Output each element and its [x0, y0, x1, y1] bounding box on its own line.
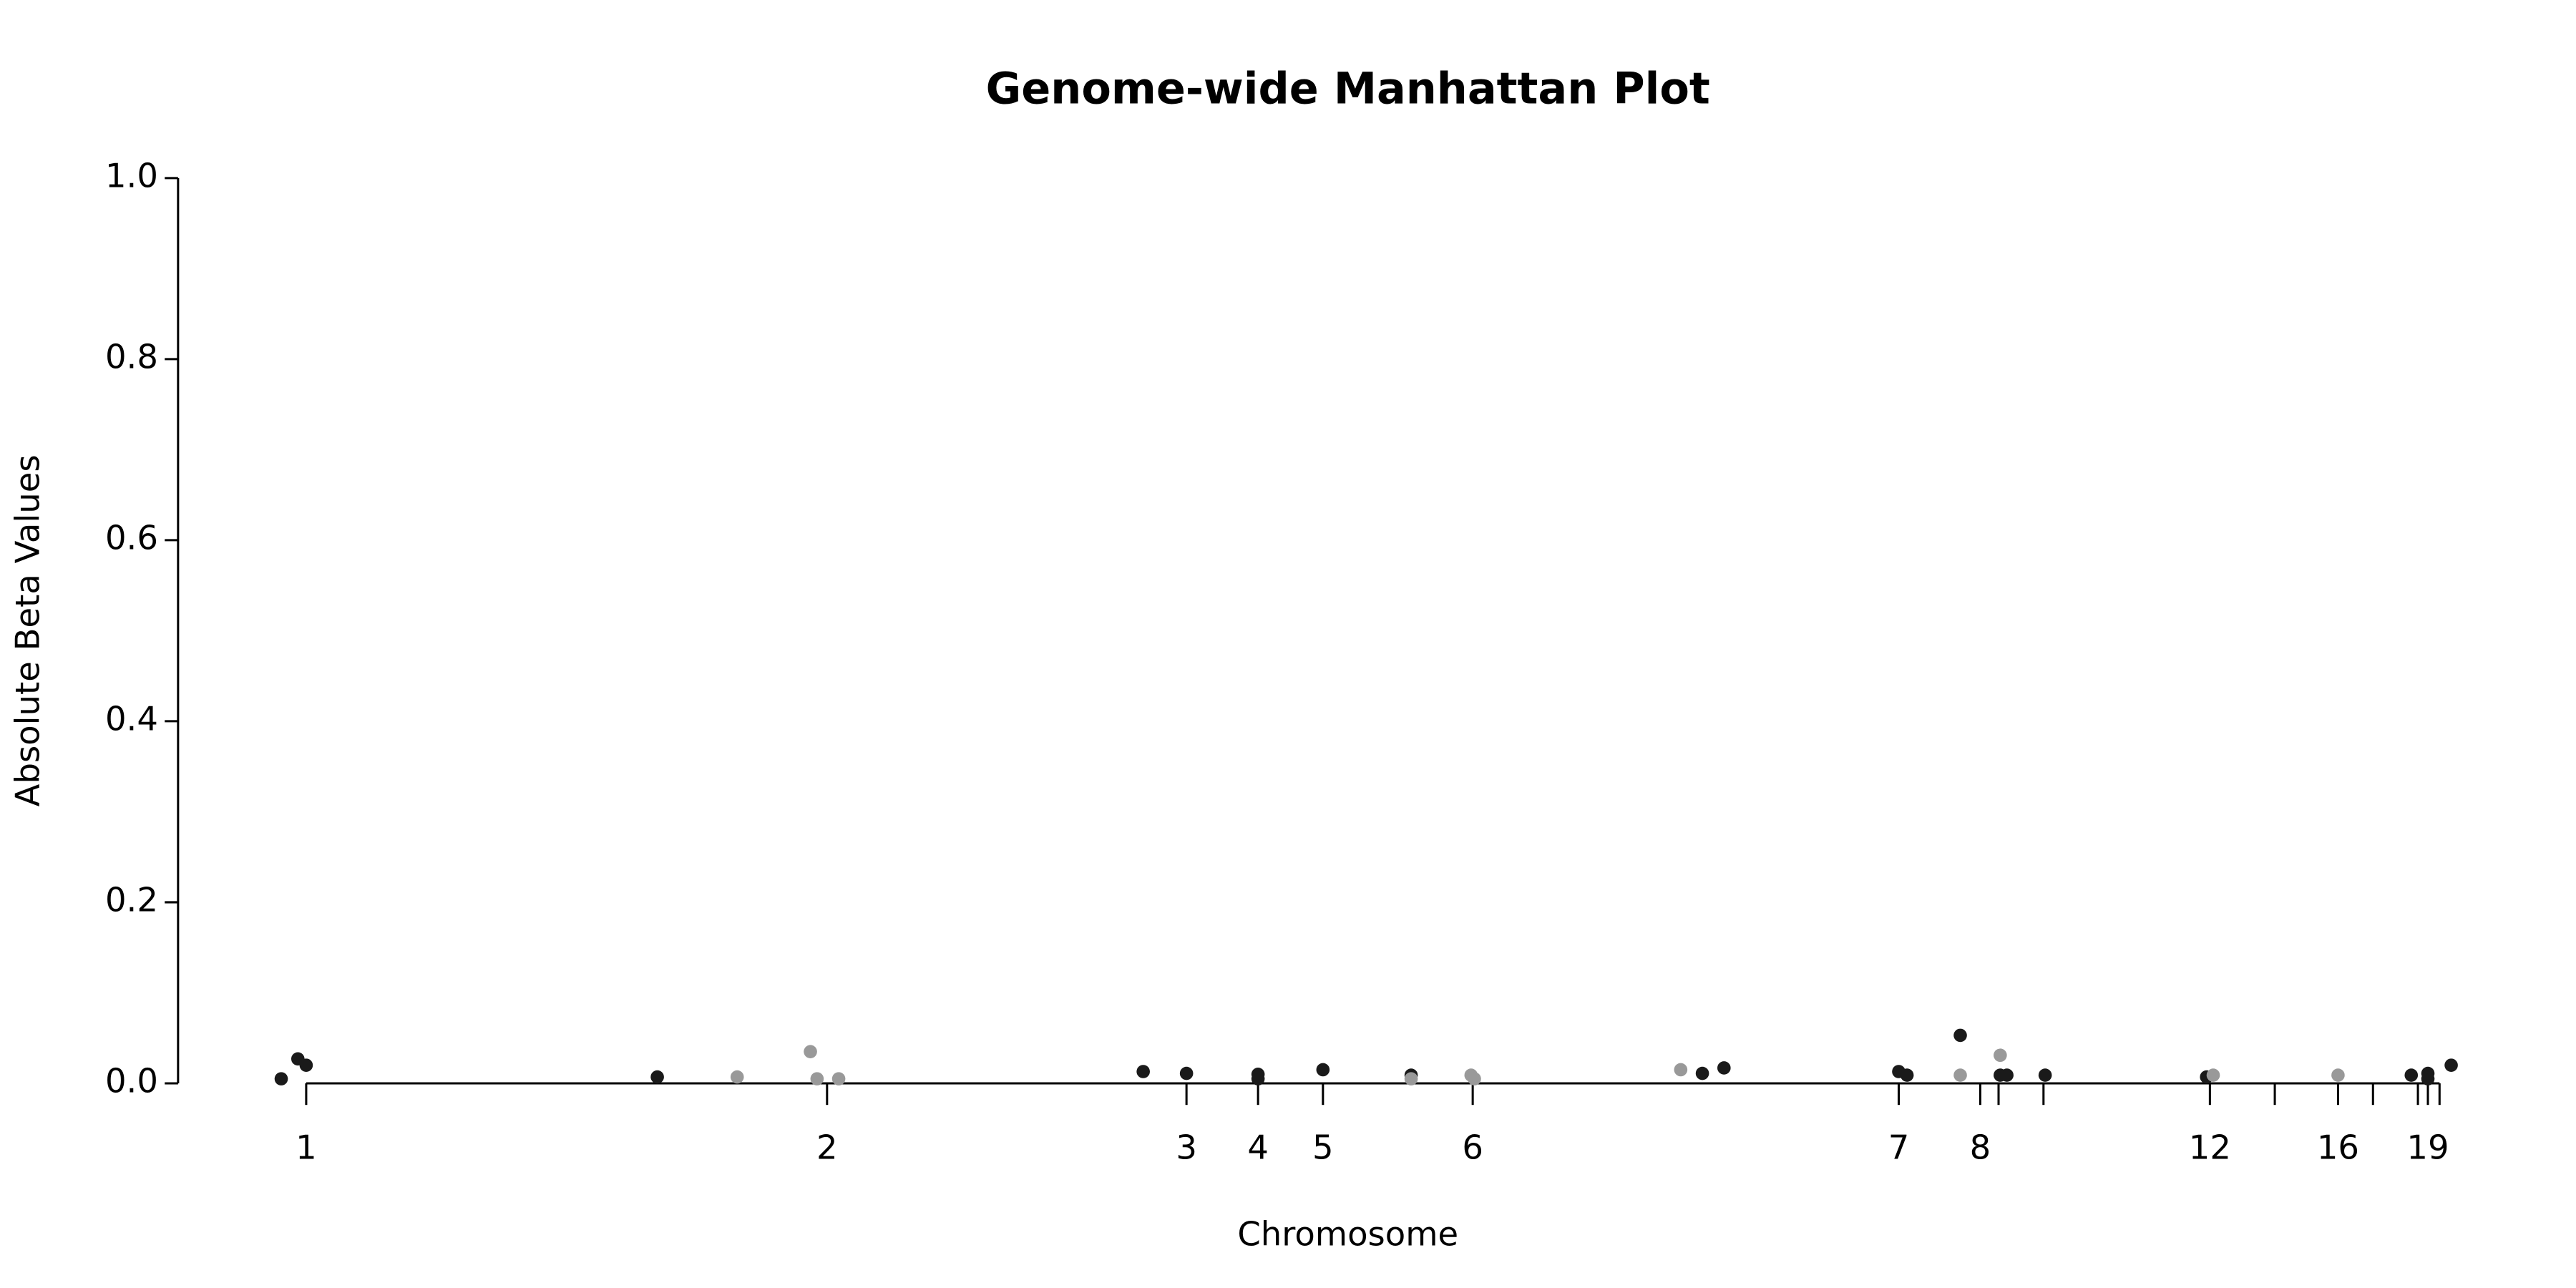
- x-tick-label: 8: [1970, 1128, 1991, 1166]
- point: [1468, 1072, 1481, 1085]
- point: [1953, 1068, 1967, 1082]
- chart-title: Genome-wide Manhattan Plot: [986, 64, 1710, 114]
- point: [1251, 1072, 1265, 1085]
- point: [299, 1058, 313, 1072]
- point: [2038, 1068, 2052, 1082]
- point: [1404, 1072, 1418, 1085]
- y-tick-label: 1.0: [105, 156, 158, 195]
- point: [2000, 1068, 2014, 1082]
- point: [831, 1072, 846, 1085]
- y-tick-label: 0.2: [105, 880, 158, 919]
- point: [2331, 1068, 2345, 1082]
- y-axis-label: Absolute Beta Values: [8, 454, 47, 806]
- x-tick-label: 19: [2406, 1128, 2449, 1166]
- point: [274, 1072, 288, 1085]
- point: [730, 1070, 744, 1084]
- point: [1953, 1028, 1967, 1043]
- point: [1994, 1048, 2007, 1063]
- x-tick-label: 6: [1462, 1128, 1483, 1166]
- point: [1674, 1063, 1688, 1077]
- x-tick-label: 16: [2317, 1128, 2359, 1166]
- point: [1179, 1066, 1194, 1080]
- x-tick-label: 3: [1176, 1128, 1197, 1166]
- y-tick-label: 0.8: [105, 337, 158, 376]
- x-axis-label: Chromosome: [1237, 1214, 1458, 1253]
- y-tick-label: 0.4: [105, 699, 158, 738]
- point: [810, 1072, 824, 1085]
- point: [2444, 1058, 2458, 1072]
- x-tick-label: 12: [2189, 1128, 2231, 1166]
- x-tick-label: 4: [1247, 1128, 1269, 1166]
- point: [2404, 1068, 2419, 1082]
- point: [1316, 1063, 1330, 1077]
- point: [1136, 1065, 1150, 1078]
- x-tick-label: 5: [1312, 1128, 1334, 1166]
- point: [2206, 1068, 2220, 1082]
- point: [1900, 1068, 1914, 1082]
- point: [1717, 1061, 1731, 1075]
- x-tick-label: 7: [1888, 1128, 1910, 1166]
- x-tick-label: 1: [296, 1128, 317, 1166]
- point: [650, 1070, 664, 1084]
- point: [804, 1045, 817, 1058]
- point: [2421, 1072, 2435, 1085]
- y-tick-label: 0.0: [105, 1061, 158, 1100]
- point: [1695, 1066, 1709, 1080]
- y-tick-label: 0.6: [105, 518, 158, 557]
- x-tick-label: 2: [816, 1128, 838, 1166]
